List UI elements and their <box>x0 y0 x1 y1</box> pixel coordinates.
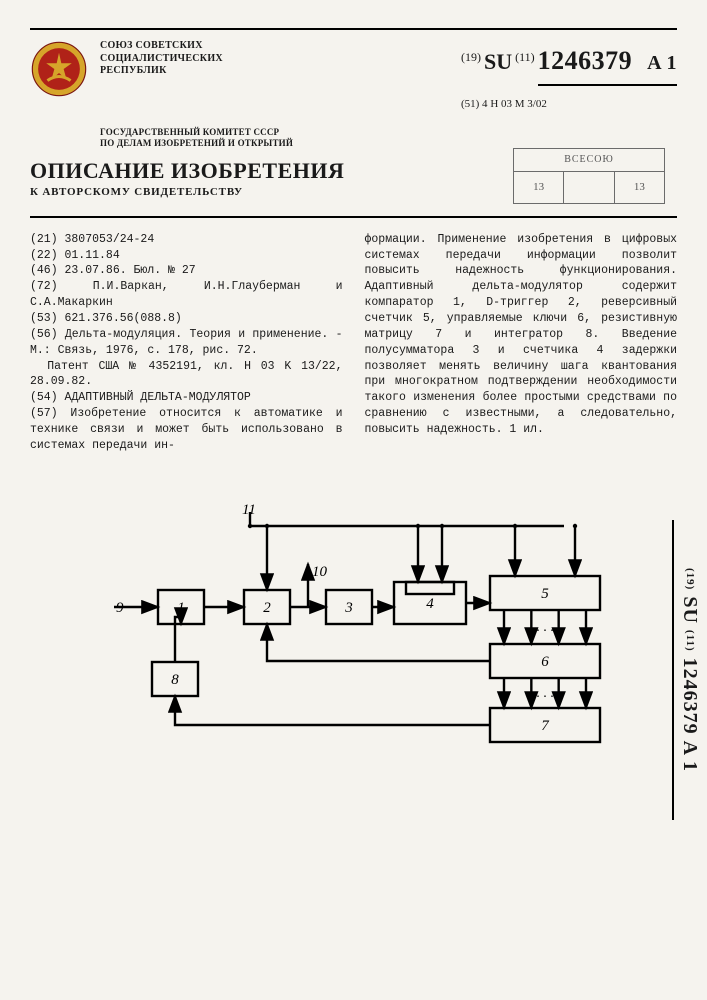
kind-code: A 1 <box>647 52 677 74</box>
spine-prefix: (19) <box>684 568 696 590</box>
field-57: (57) Изобретение относится к автоматике … <box>30 406 343 454</box>
issuer-block: СОЮЗ СОВЕТСКИХ СОЦИАЛИСТИЧЕСКИХ РЕСПУБЛИ… <box>100 40 461 78</box>
country-prefix: (19) <box>461 50 481 64</box>
spine-num: 1246379 <box>679 658 701 735</box>
field-46: (46) 23.07.86. Бюл. № 27 <box>30 263 343 279</box>
ipc-code: H 03 M 3/02 <box>490 98 547 110</box>
pubnum: 1246379 <box>538 46 633 75</box>
spine-mid: (11) <box>684 630 696 652</box>
abstract-right: формации. Применение изобретения в цифро… <box>365 232 678 438</box>
stamp-c2 <box>564 172 614 203</box>
spine-kind: A 1 <box>679 741 701 772</box>
svg-text:4: 4 <box>426 596 434 612</box>
svg-text:1: 1 <box>177 600 185 616</box>
stamp-c3: 13 <box>615 172 664 203</box>
svg-text:7: 7 <box>541 718 550 734</box>
svg-text:. . .: . . . <box>536 620 554 635</box>
field-56b: Патент США № 4352191, кл. H 03 K 13/22, … <box>30 359 343 391</box>
top-rule <box>30 28 677 30</box>
svg-text:8: 8 <box>171 672 179 688</box>
stamp-c1: 13 <box>514 172 564 203</box>
issuer-l3: РЕСПУБЛИК <box>100 65 461 78</box>
spine-label: (19) SU (11) 1246379 A 1 <box>672 520 701 820</box>
svg-text:3: 3 <box>344 600 353 616</box>
pubnum-prefix: (11) <box>515 50 535 64</box>
field-56a: (56) Дельта-модуляция. Теория и применен… <box>30 327 343 359</box>
svg-text:11: 11 <box>242 502 256 518</box>
separator-rule <box>30 216 677 218</box>
block-diagram: 1 2 3 4 5 6 7 8 . . . . . . 9 10 11 <box>30 472 677 762</box>
publication-code: (19) SU (11) 1246379 A 1 (51) 4 H 03 M 3… <box>461 40 677 113</box>
patent-page: СОЮЗ СОВЕТСКИХ СОЦИАЛИСТИЧЕСКИХ РЕСПУБЛИ… <box>0 0 707 1000</box>
field-22: (22) 01.11.84 <box>30 248 343 264</box>
svg-text:9: 9 <box>116 600 124 616</box>
field-21: (21) 3807053/24-24 <box>30 232 343 248</box>
stamp-top: ВСЕСОЮ <box>514 149 664 172</box>
svg-text:6: 6 <box>541 654 549 670</box>
field-53: (53) 621.376.56(088.8) <box>30 311 343 327</box>
field-72: (72) П.И.Варкан, И.Н.Глауберман и С.А.Ма… <box>30 279 343 311</box>
svg-text:2: 2 <box>263 600 271 616</box>
left-column: (21) 3807053/24-24 (22) 01.11.84 (46) 23… <box>30 232 343 454</box>
svg-text:10: 10 <box>312 564 328 580</box>
issuer-l1: СОЮЗ СОВЕТСКИХ <box>100 40 461 53</box>
svg-text:. . .: . . . <box>536 686 554 701</box>
spine-cc: SU <box>679 596 701 624</box>
issuer-l2: СОЦИАЛИСТИЧЕСКИХ <box>100 53 461 66</box>
committee-block: ГОСУДАРСТВЕННЫЙ КОМИТЕТ СССР ПО ДЕЛАМ ИЗ… <box>100 127 677 150</box>
right-column: формации. Применение изобретения в цифро… <box>365 232 678 454</box>
header-row: СОЮЗ СОВЕТСКИХ СОЦИАЛИСТИЧЕСКИХ РЕСПУБЛИ… <box>30 40 677 150</box>
committee-l1: ГОСУДАРСТВЕННЫЙ КОМИТЕТ СССР <box>100 127 677 138</box>
country-code: SU <box>484 49 512 74</box>
field-54: (54) АДАПТИВНЫЙ ДЕЛЬТА-МОДУЛЯТОР <box>30 390 343 406</box>
library-stamp: ВСЕСОЮ 13 13 <box>513 148 665 204</box>
ussr-emblem <box>30 40 88 98</box>
body-columns: (21) 3807053/24-24 (22) 01.11.84 (46) 23… <box>30 232 677 454</box>
svg-text:5: 5 <box>541 586 549 602</box>
ipc-prefix: (51) 4 <box>461 98 488 110</box>
